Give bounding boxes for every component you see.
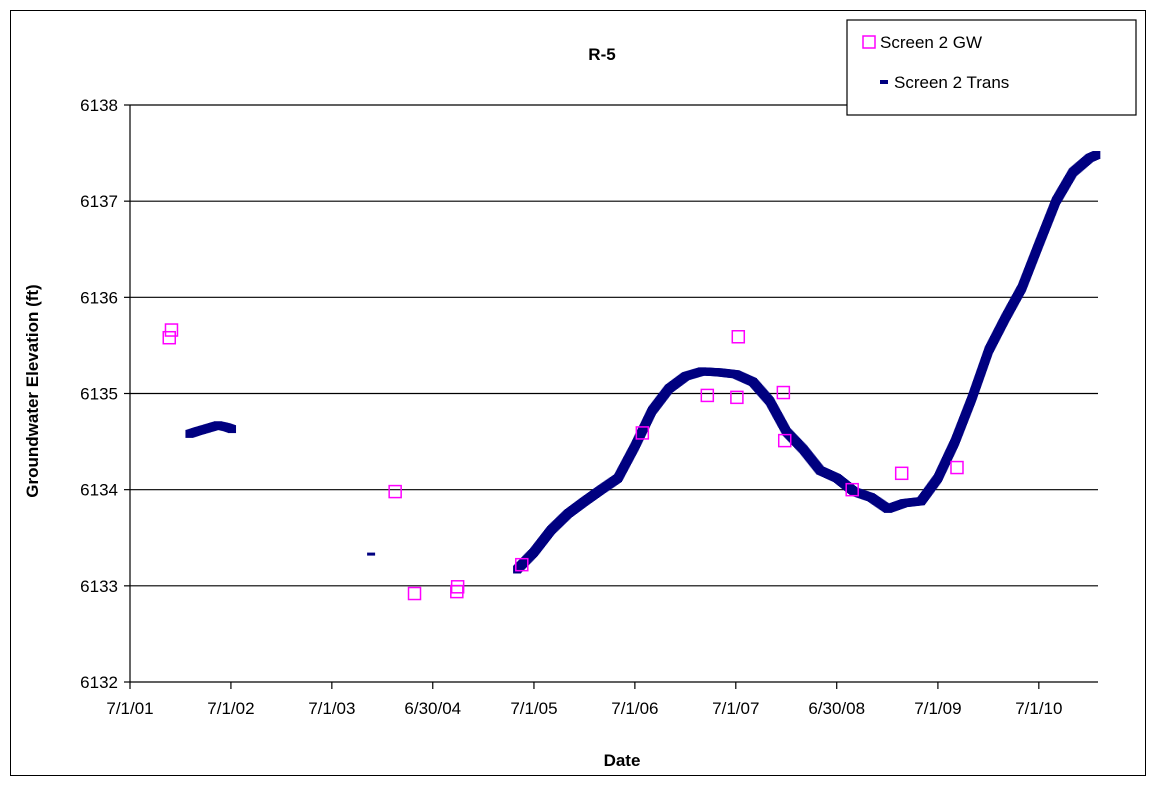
data-point-screen-2-gw <box>894 466 909 481</box>
x-tick-label: 7/1/07 <box>712 699 759 718</box>
data-point-screen-2-gw <box>450 584 464 599</box>
chart-title: R-5 <box>588 45 615 64</box>
data-point-screen-2-gw <box>845 482 859 497</box>
y-axis-label: Groundwater Elevation (ft) <box>23 284 42 497</box>
data-point-screen-2-trans <box>367 552 376 556</box>
data-point-screen-2-trans <box>1092 151 1101 160</box>
legend-label-screen-2-trans: Screen 2 Trans <box>894 73 1009 92</box>
series-screen-2-trans <box>185 151 1101 574</box>
legend-marker-screen-2-gw <box>862 35 876 49</box>
y-tick-label: 6138 <box>80 96 118 115</box>
y-tick-label: 6137 <box>80 192 118 211</box>
data-point-screen-2-gw <box>635 426 650 440</box>
y-tick-label: 6134 <box>80 481 118 500</box>
y-tick-label: 6136 <box>80 288 118 307</box>
data-point-screen-2-gw <box>450 580 465 594</box>
data-point-screen-2-gw <box>388 484 402 499</box>
axes <box>124 104 1098 689</box>
data-point-screen-2-gw <box>164 323 179 337</box>
y-tick-label: 6132 <box>80 673 118 692</box>
x-tick-label: 7/1/09 <box>914 699 961 718</box>
data-point-screen-2-gw <box>777 433 792 448</box>
legend: Screen 2 GW Screen 2 Trans <box>846 19 1137 116</box>
data-point-screen-2-gw <box>776 385 791 400</box>
x-tick-label: 6/30/04 <box>404 699 461 718</box>
x-tick-label: 7/1/10 <box>1015 699 1062 718</box>
legend-box <box>846 19 1137 116</box>
x-tick-label: 6/30/08 <box>808 699 865 718</box>
data-point-screen-2-gw <box>950 460 964 475</box>
x-tick-label: 7/1/05 <box>510 699 557 718</box>
data-point-screen-2-gw <box>730 390 744 405</box>
series-screen-2-gw <box>162 323 964 601</box>
x-tick-label: 7/1/06 <box>611 699 658 718</box>
data-point-screen-2-gw <box>162 330 177 345</box>
data-point-screen-2-gw <box>515 557 529 572</box>
data-point-screen-2-trans <box>228 425 237 434</box>
x-axis-label: Date <box>604 751 641 770</box>
x-tick-label: 7/1/02 <box>207 699 254 718</box>
data-point-screen-2-gw <box>407 586 422 601</box>
gridlines <box>130 104 1098 587</box>
y-tick-label: 6133 <box>80 577 118 596</box>
x-tick-label: 7/1/03 <box>308 699 355 718</box>
data-point-screen-2-gw <box>700 388 715 403</box>
x-tick-label: 7/1/01 <box>106 699 153 718</box>
y-tick-label: 6135 <box>80 385 118 404</box>
y-tick-labels: 6132 6133 6134 6135 6136 6137 6138 <box>80 96 118 692</box>
legend-marker-screen-2-trans <box>880 80 888 84</box>
x-tick-labels: 7/1/01 7/1/02 7/1/03 6/30/04 7/1/05 7/1/06 7/1… <box>106 699 1062 718</box>
data-point-screen-2-gw <box>731 330 746 344</box>
legend-label-screen-2-gw: Screen 2 GW <box>880 33 982 52</box>
